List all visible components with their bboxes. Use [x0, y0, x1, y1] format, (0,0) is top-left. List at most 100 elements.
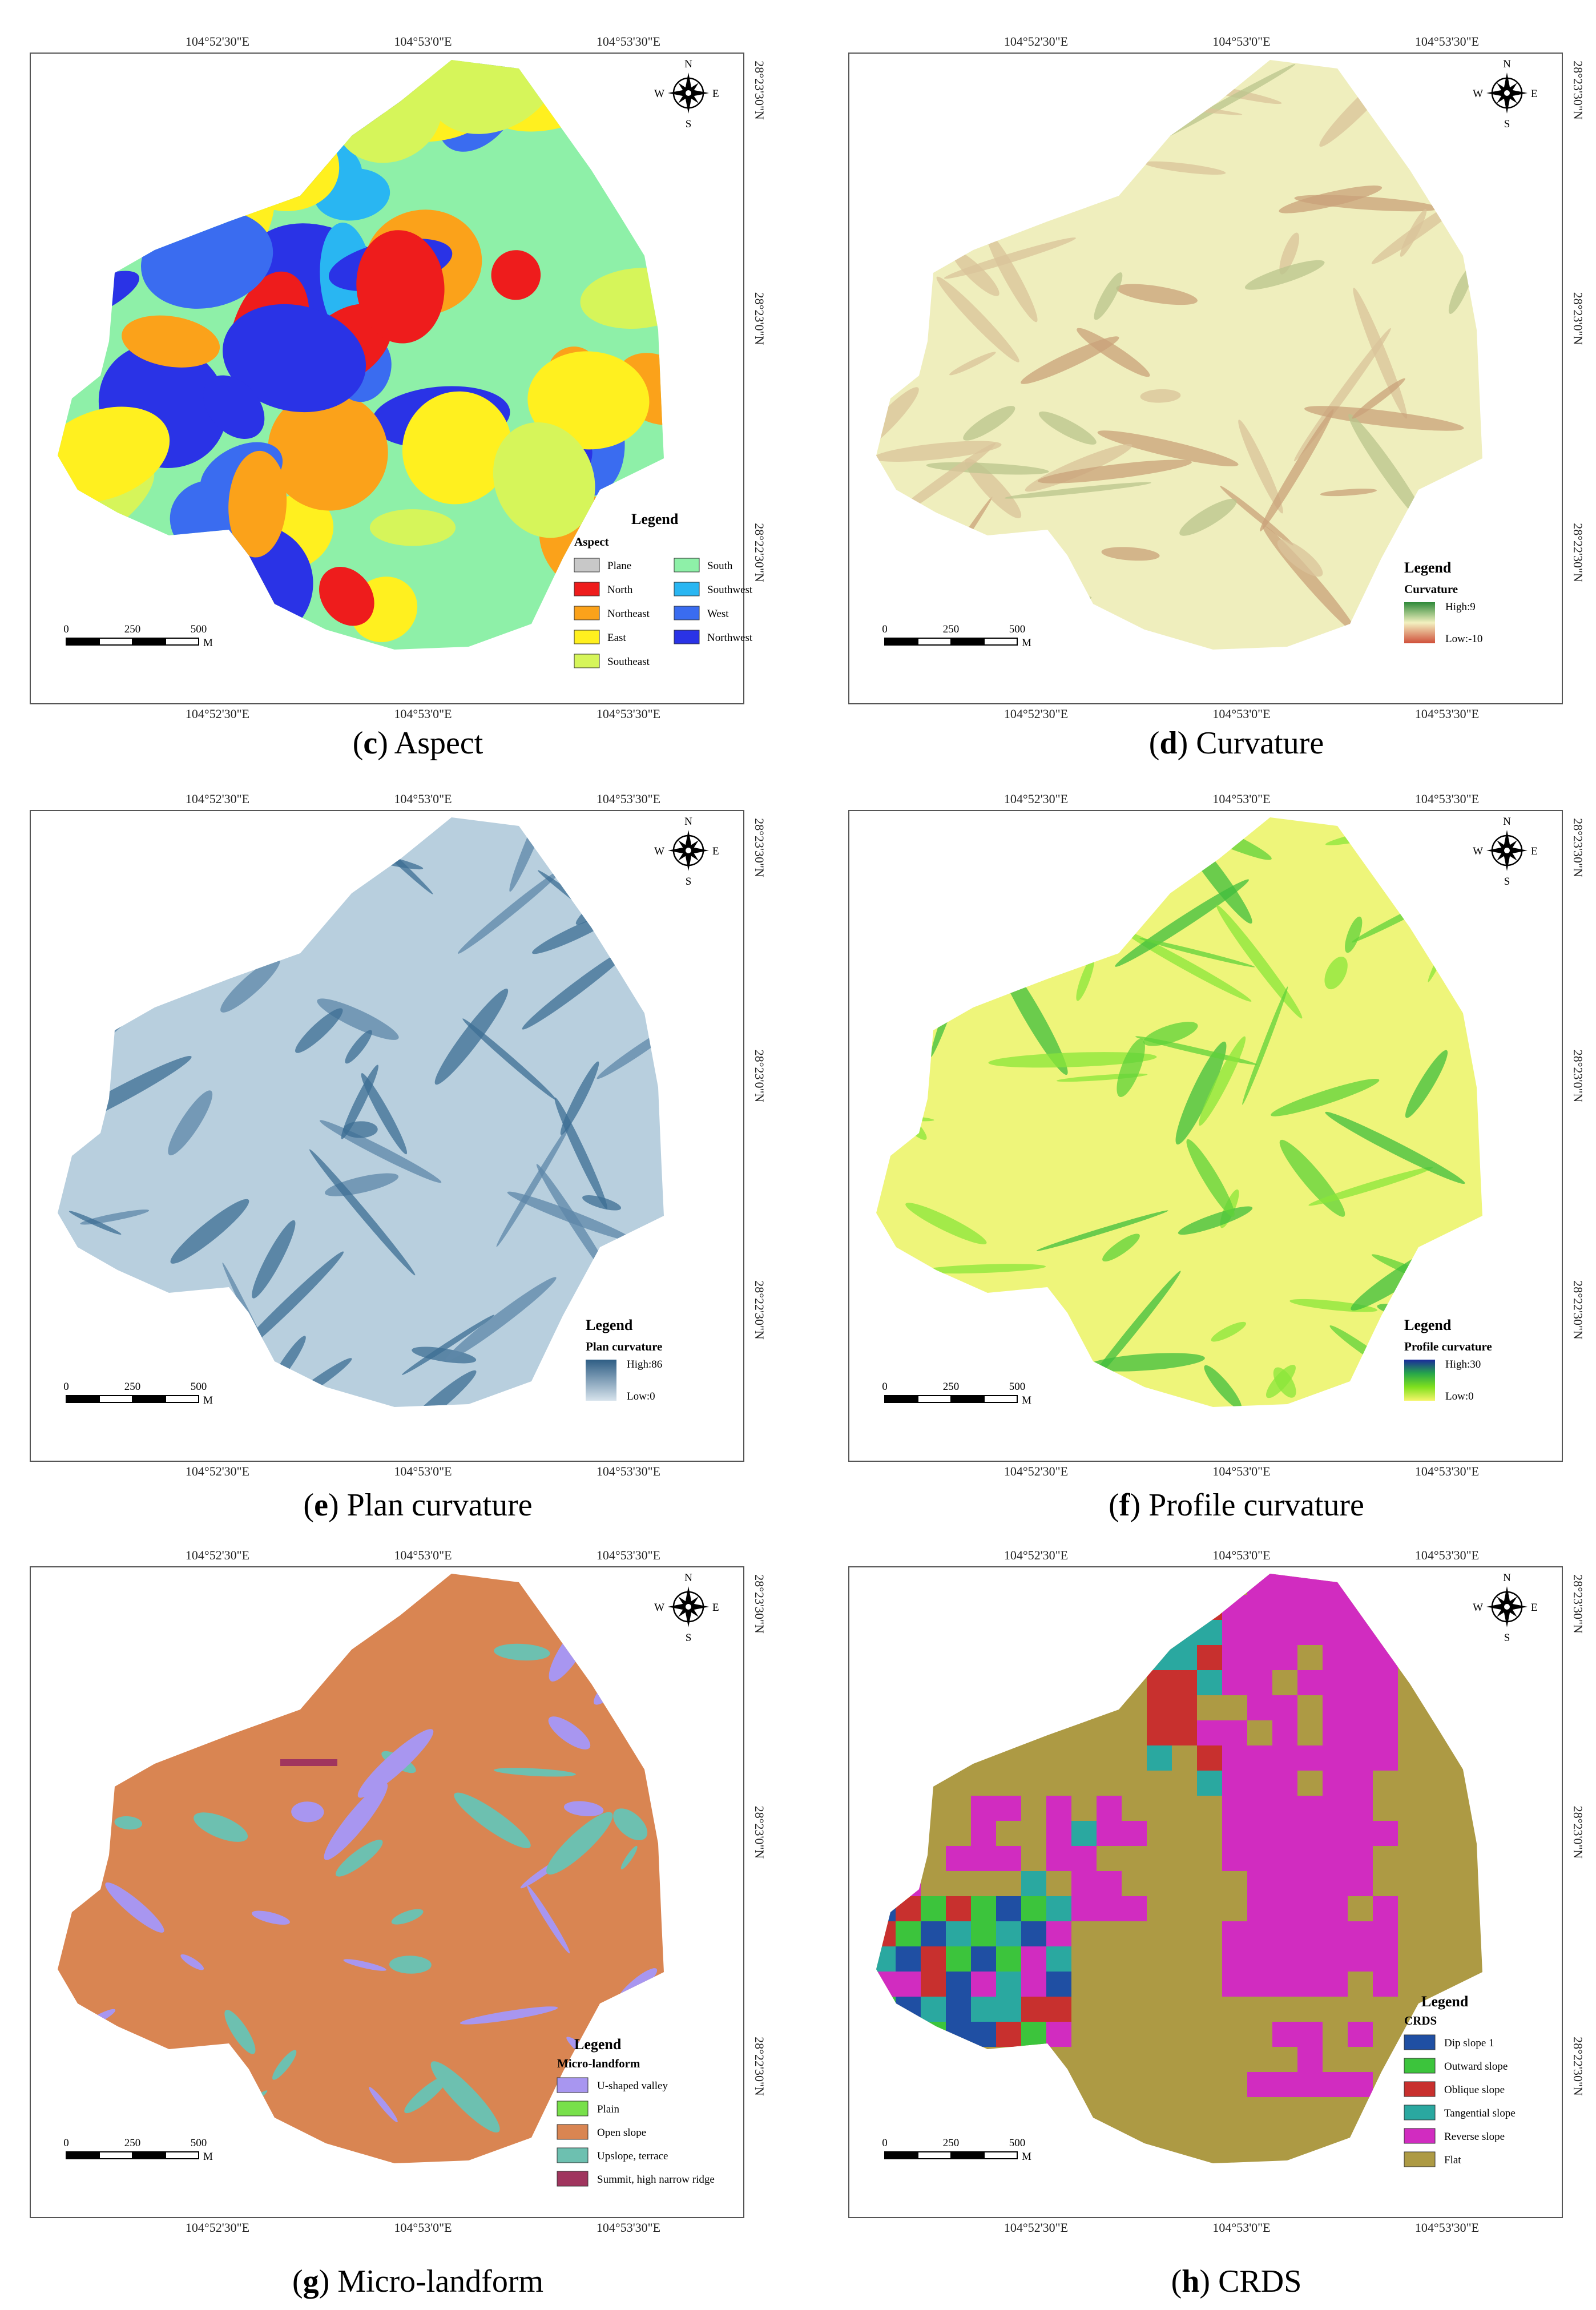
texture-streak	[412, 1347, 477, 1364]
crds-cell	[1247, 1871, 1272, 1896]
crds-cell	[1222, 1796, 1247, 1821]
scale-unit: M	[203, 2151, 213, 2163]
compass-w: W	[654, 845, 664, 857]
crds-cell	[1272, 1821, 1297, 1846]
legend-label: North	[607, 584, 633, 596]
legend-label: Plane	[607, 560, 631, 572]
scale-label-0: 0	[63, 623, 69, 635]
map-panel-g: 104°52'30"E 104°52'30"E 104°53'0"E 104°53'0…	[29, 1547, 807, 2257]
scale-unit: M	[1022, 1394, 1031, 1406]
longitude-label-top: 104°53'0"E	[394, 792, 452, 806]
scale-label-0: 0	[882, 2137, 888, 2149]
legend-swatch	[1404, 2128, 1436, 2144]
texture-streak	[1216, 905, 1303, 1019]
crds-cell	[1297, 1921, 1323, 1946]
latitude-label-right: 28°22'30"N	[1571, 523, 1585, 582]
crds-cell	[1323, 1871, 1348, 1896]
crds-cell	[1272, 1871, 1297, 1896]
longitude-label-top: 104°52'30"E	[1004, 792, 1068, 806]
scale-label-250: 250	[943, 623, 960, 635]
aspect-patch	[493, 422, 595, 538]
legend-label: Summit, high narrow ridge	[597, 2174, 715, 2186]
crds-cell	[1197, 1720, 1222, 1745]
scale-label-500: 500	[1009, 1381, 1026, 1393]
scale-label-0: 0	[882, 1381, 888, 1393]
aspect-patch	[268, 391, 388, 511]
texture-streak	[1135, 1036, 1258, 1065]
legend-label: Flat	[1444, 2154, 1461, 2166]
crds-cell	[896, 1946, 921, 1972]
crds-cell	[946, 1896, 971, 1921]
texture-streak	[1405, 1050, 1448, 1118]
crds-cell	[896, 1921, 921, 1946]
crds-cell	[1272, 1574, 1297, 1595]
compass-s: S	[1504, 1632, 1510, 1644]
longitude-label-top: 104°53'30"E	[597, 1548, 660, 1562]
texture-streak	[1238, 420, 1283, 514]
legend-label: Upslope, terrace	[597, 2150, 668, 2162]
texture-streak	[1076, 957, 1095, 1001]
texture-streak	[1175, 1041, 1227, 1145]
landform-patch	[430, 2061, 500, 2133]
crds-cell	[1348, 1720, 1373, 1745]
caption-d: (d) Curvature	[1148, 725, 1324, 761]
crds-cell	[1348, 2022, 1373, 2047]
crds-cell	[1222, 1745, 1247, 1771]
crds-cell	[1272, 1645, 1297, 1670]
crds-cell	[1147, 1720, 1172, 1745]
aspect-patch	[228, 450, 287, 558]
legend-swatch	[674, 582, 700, 596]
longitude-label-top: 104°52'30"E	[186, 34, 249, 49]
texture-streak	[1304, 406, 1464, 431]
crds-cell	[1021, 1921, 1046, 1946]
crds-cell	[1097, 1821, 1122, 1846]
legend-subtitle: Plan curvature	[586, 1340, 662, 1353]
legend-title: Legend	[1421, 1993, 1469, 2010]
legend-title: Legend	[1404, 1317, 1452, 1333]
legend-swatch	[557, 2101, 589, 2117]
legend-subtitle: Aspect	[574, 535, 609, 549]
scale-label-0: 0	[63, 2137, 69, 2149]
crds-cell	[1272, 1771, 1297, 1796]
crds-cell	[971, 1921, 996, 1946]
legend-swatch	[557, 2124, 589, 2140]
latitude-label-right: 28°22'30"N	[752, 523, 767, 582]
compass-w: W	[1473, 845, 1483, 857]
longitude-label-top: 104°52'30"E	[186, 1548, 249, 1562]
legend-label: Tangential slope	[1444, 2107, 1516, 2119]
crds-cell	[946, 1846, 971, 1871]
ridge-patch	[280, 1759, 337, 1766]
crds-cell	[1172, 1720, 1197, 1745]
texture-streak	[1139, 938, 1255, 967]
crds-cell	[1147, 1670, 1172, 1695]
crds-cell	[1297, 1846, 1323, 1871]
legend-swatch	[574, 582, 600, 596]
texture-streak	[402, 1315, 495, 1375]
crds-cell	[1348, 1821, 1373, 1846]
longitude-label-top: 104°53'0"E	[1212, 792, 1270, 806]
texture-streak	[1260, 409, 1334, 531]
north-arrow-icon	[668, 72, 709, 114]
legend-low-label: Low:0	[1445, 1390, 1474, 1402]
crds-cell	[1071, 1846, 1097, 1871]
caption-e: (e) Plan curvature	[303, 1487, 533, 1523]
compass-s: S	[1504, 118, 1510, 130]
crds-cell	[1297, 1620, 1323, 1645]
crds-cell	[1348, 1745, 1373, 1771]
compass-w: W	[654, 88, 664, 100]
compass-n: N	[1503, 816, 1511, 828]
crds-cell	[1197, 1745, 1222, 1771]
crds-cell	[1247, 2072, 1272, 2097]
texture-streak	[905, 1203, 987, 1244]
crds-cell	[1348, 1846, 1373, 1871]
texture-streak	[560, 1061, 599, 1135]
longitude-label-top: 104°53'0"E	[1212, 34, 1270, 49]
map-svg: 104°52'30"E 104°52'30"E 104°53'0"E 104°53'0…	[30, 34, 767, 721]
crds-cell	[1097, 1896, 1122, 1921]
crds-cell	[921, 1921, 946, 1946]
scale-bar	[66, 2151, 199, 2159]
crds-cell	[1297, 1871, 1323, 1896]
legend-title: Legend	[586, 1317, 633, 1333]
texture-streak	[1345, 916, 1363, 953]
compass-n: N	[684, 58, 692, 70]
